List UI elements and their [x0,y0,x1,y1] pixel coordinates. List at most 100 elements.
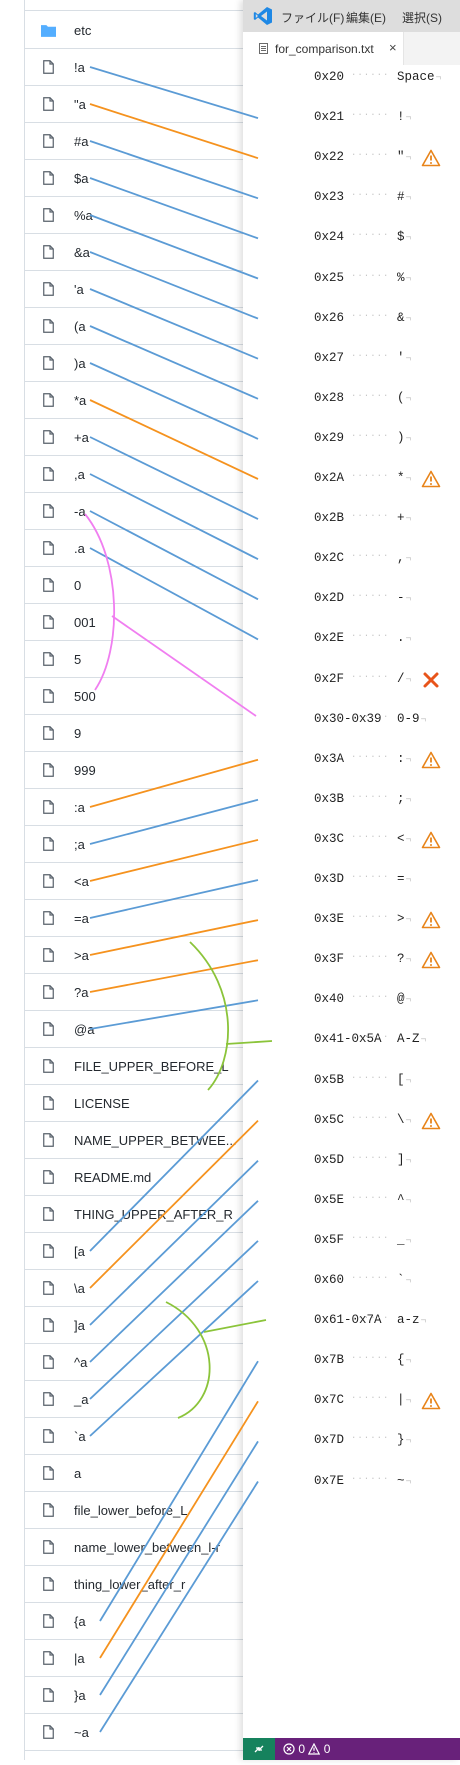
file-name[interactable]: 999 [74,763,96,778]
file-name[interactable]: 5 [74,652,82,667]
code-line[interactable]: 0x2E ······ .¬ [243,629,460,649]
file-name[interactable]: \a [74,1281,85,1296]
code-line[interactable]: 0x25 ······ %¬ [243,269,460,289]
code-line[interactable]: 0x5E ······ ^¬ [243,1191,460,1211]
file-name[interactable]: )a [74,356,86,371]
file-row[interactable]: ]a [25,1307,267,1344]
file-name[interactable]: README.md [74,1170,152,1185]
file-row[interactable]: 'a [25,271,267,308]
code-line[interactable]: 0x3C ······ <¬ [243,830,460,850]
file-name[interactable]: ^a [74,1355,88,1370]
file-row[interactable]: 9 [25,715,267,752]
file-row[interactable]: *a [25,382,267,419]
code-line[interactable]: 0x40 ······ @¬ [243,990,460,1010]
file-name[interactable]: 'a [74,282,84,297]
file-row[interactable]: =a [25,900,267,937]
file-row[interactable]: NAME_UPPER_BETWEE... [25,1122,267,1159]
code-line[interactable]: 0x21 ······ !¬ [243,108,460,128]
code-line[interactable]: 0x3F ······ ?¬ [243,950,460,970]
file-row[interactable]: 0 [25,567,267,604]
warning-icon[interactable] [421,148,441,168]
file-row[interactable]: $a [25,160,267,197]
file-row[interactable]: !a [25,49,267,86]
file-name[interactable]: ;a [74,837,85,852]
warning-icon[interactable] [421,950,441,970]
code-line[interactable]: 0x41-0x5A ······ A-Z¬ [243,1030,460,1050]
file-name[interactable]: 001 [74,615,96,630]
file-row[interactable]: ,a [25,456,267,493]
file-row[interactable]: thing_lower_after_r [25,1566,267,1603]
file-row[interactable]: .a [25,530,267,567]
code-line[interactable]: 0x28 ······ (¬ [243,389,460,409]
file-name[interactable]: THING_UPPER_AFTER_R [74,1207,233,1222]
file-name[interactable]: |a [74,1651,85,1666]
file-name[interactable]: #a [74,134,89,149]
warning-icon[interactable] [421,830,441,850]
error-x-icon[interactable] [421,670,441,690]
file-row[interactable]: "a [25,86,267,123]
file-name[interactable]: [a [74,1244,85,1259]
tab-for-comparison[interactable]: for_comparison.txt × [243,32,404,65]
file-row[interactable]: >a [25,937,267,974]
file-row[interactable]: ~a [25,1714,267,1751]
file-row[interactable]: @a [25,1011,267,1048]
file-row[interactable]: \a [25,1270,267,1307]
file-name[interactable]: a [74,1466,82,1481]
menu-selection[interactable]: 選択(S) [402,11,442,25]
file-row[interactable]: 001 [25,604,267,641]
menu-edit[interactable]: 編集(E) [346,11,386,25]
warning-icon[interactable] [421,1391,441,1411]
code-line[interactable]: 0x3A ······:¬ [243,750,460,770]
file-name[interactable]: -a [74,504,86,519]
file-row[interactable]: (a [25,308,267,345]
code-line[interactable]: 0x3D ······ =¬ [243,870,460,890]
file-name[interactable]: FILE_UPPER_BEFORE_L [74,1059,229,1074]
code-line[interactable]: 0x5B ······ [¬ [243,1071,460,1091]
file-name[interactable]: }a [74,1688,86,1703]
code-line[interactable]: 0x5D ······]¬ [243,1151,460,1171]
code-line[interactable]: 0x2D ······ -¬ [243,589,460,609]
code-line[interactable]: 0x61-0x7A ······ a-z¬ [243,1311,460,1331]
file-row[interactable]: }a [25,1677,267,1714]
file-name[interactable]: :a [74,800,85,815]
file-row[interactable]: _a [25,1381,267,1418]
file-name[interactable]: name_lower_between_l-r [74,1540,220,1555]
code-line[interactable]: 0x20 ······ Space¬ [243,68,460,88]
code-line[interactable]: 0x5F ······ _¬ [243,1231,460,1251]
file-name[interactable]: ?a [74,985,89,1000]
file-name[interactable]: _a [74,1392,89,1407]
file-row[interactable]: a [25,1455,267,1492]
file-row[interactable]: 5 [25,641,267,678]
file-name[interactable]: *a [74,393,87,408]
file-name[interactable]: &a [74,245,90,260]
file-name[interactable]: $a [74,171,89,186]
file-row[interactable]: <a [25,863,267,900]
file-row[interactable]: 500 [25,678,267,715]
warning-icon[interactable] [421,469,441,489]
file-name[interactable]: =a [74,911,89,926]
file-row[interactable]: file_lower_before_L [25,1492,267,1529]
code-line[interactable]: 0x29 ······)¬ [243,429,460,449]
code-line[interactable]: 0x22 ······ "¬ [243,148,460,168]
file-name[interactable]: file_lower_before_L [74,1503,188,1518]
file-name[interactable]: .a [74,541,85,556]
code-line[interactable]: 0x27 ······ '¬ [243,349,460,369]
file-row[interactable]: THING_UPPER_AFTER_R [25,1196,267,1233]
warning-icon[interactable] [421,910,441,930]
file-row[interactable]: ^a [25,1344,267,1381]
file-row[interactable]: #a [25,123,267,160]
file-name[interactable]: >a [74,948,89,963]
file-row[interactable]: [a [25,1233,267,1270]
file-name[interactable]: 9 [74,726,82,741]
file-row[interactable]: name_lower_between_l-r [25,1529,267,1566]
file-row[interactable]: README.md [25,1159,267,1196]
file-name[interactable]: {a [74,1614,86,1629]
file-name[interactable]: 0 [74,578,82,593]
code-line[interactable]: 0x7E ······ ~¬ [243,1472,460,1492]
remote-indicator[interactable] [243,1738,275,1760]
file-name[interactable]: NAME_UPPER_BETWEE... [74,1133,237,1148]
file-row[interactable]: FILE_UPPER_BEFORE_L [25,1048,267,1085]
file-name[interactable]: (a [74,319,86,334]
file-name[interactable]: ]a [74,1318,85,1333]
code-line[interactable]: 0x3E ······ >¬ [243,910,460,930]
